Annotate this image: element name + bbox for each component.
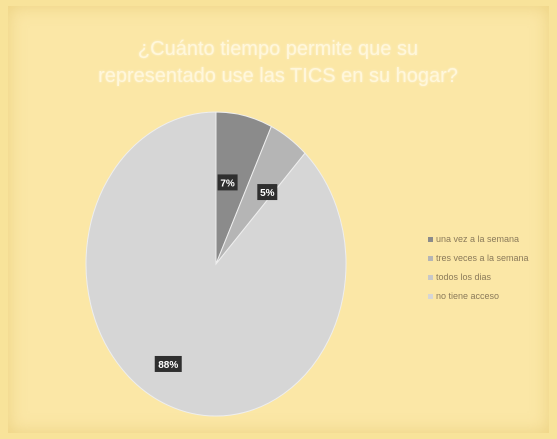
data-label: 7% — [217, 174, 238, 191]
data-label: 88% — [154, 355, 182, 372]
data-label-text: 7% — [220, 178, 235, 189]
chart-title-line-1: ¿Cuánto tiempo permite que su — [137, 38, 419, 60]
legend-item: no tiene acceso — [428, 287, 557, 306]
legend-item: tres veces a la semana — [428, 249, 557, 268]
legend-swatch — [428, 256, 433, 261]
legend-item: una vez a la semana — [428, 230, 557, 249]
chart-area: ¿Cuánto tiempo permite que su representa… — [8, 6, 549, 433]
legend-label: una vez a la semana — [436, 234, 520, 244]
legend-label: no tiene acceso — [436, 291, 500, 301]
legend-item: todos los dias — [428, 268, 557, 287]
data-label-text: 88% — [158, 360, 178, 371]
data-label-box — [257, 184, 278, 201]
pie-slice — [85, 111, 347, 417]
legend-label: tres veces a la semana — [436, 253, 529, 263]
chart-title: ¿Cuánto tiempo permite que su representa… — [48, 36, 508, 90]
legend-swatch — [428, 275, 433, 280]
chart-title-line-2: representado use las TICS en su hogar? — [98, 65, 458, 87]
pie-chart: 7% 5% 88% — [85, 111, 347, 417]
data-label-box — [154, 355, 182, 372]
data-label-text: 5% — [260, 188, 275, 199]
legend: una vez a la semana tres veces a la sema… — [428, 230, 557, 306]
legend-label: todos los dias — [436, 272, 492, 282]
legend-swatch — [428, 237, 433, 242]
data-label: 5% — [257, 184, 278, 201]
legend-swatch — [428, 294, 433, 299]
data-label-box — [217, 174, 238, 191]
